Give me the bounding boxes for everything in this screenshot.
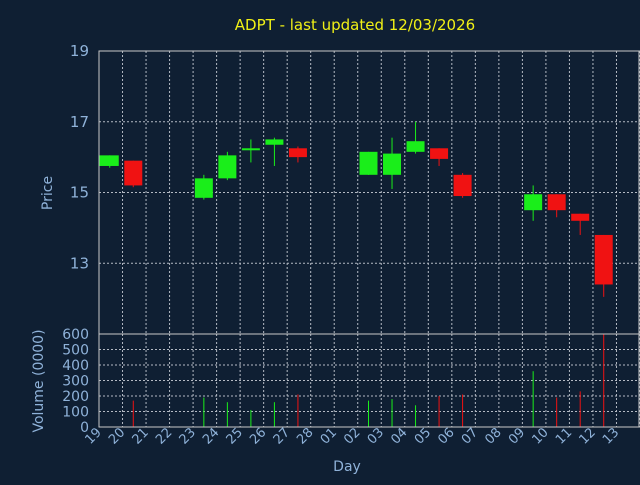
day-tick-label: 24 bbox=[200, 425, 222, 447]
day-tick-label: 09 bbox=[506, 425, 528, 447]
candle-body bbox=[594, 234, 613, 285]
volume-axis-label: Volume (0000) bbox=[31, 329, 47, 432]
volume-tick-label: 200 bbox=[62, 389, 89, 405]
candle-body bbox=[571, 213, 590, 221]
candle-body bbox=[241, 148, 260, 151]
day-tick-labels: 19 20 21 22 23 24 25 26 27 28 01 02 03 04 05 06 07 08 09 10… bbox=[83, 425, 623, 447]
day-tick-label: 23 bbox=[177, 425, 199, 447]
candle bbox=[265, 137, 284, 166]
candle bbox=[99, 155, 119, 168]
day-tick-label: 25 bbox=[224, 425, 246, 447]
candle bbox=[218, 151, 237, 181]
candle bbox=[359, 151, 378, 175]
candle bbox=[241, 139, 260, 163]
price-tick-label: 13 bbox=[70, 254, 89, 272]
day-tick-label: 28 bbox=[294, 425, 316, 447]
volume-tick-label: 300 bbox=[62, 374, 89, 390]
day-tick-label: 05 bbox=[412, 425, 434, 447]
candle bbox=[571, 213, 590, 235]
candle bbox=[524, 185, 543, 221]
price-tick-label: 15 bbox=[70, 184, 89, 202]
chart-title: ADPT - last updated 12/03/2026 bbox=[235, 16, 475, 34]
price-tick-labels: 13 15 17 19 bbox=[70, 42, 89, 272]
volume-series bbox=[132, 334, 605, 427]
day-tick-label: 08 bbox=[482, 425, 504, 447]
candle bbox=[430, 148, 449, 166]
candle-body bbox=[383, 153, 402, 175]
candlestick-series bbox=[99, 121, 613, 297]
day-axis-label: Day bbox=[333, 459, 361, 475]
day-tick-label: 26 bbox=[247, 425, 269, 447]
day-tick-label: 27 bbox=[271, 425, 293, 447]
candle-body bbox=[265, 139, 284, 145]
candle bbox=[453, 173, 472, 198]
candle bbox=[383, 137, 402, 189]
candle-body bbox=[359, 151, 378, 175]
day-tick-label: 21 bbox=[130, 425, 152, 447]
candle bbox=[594, 234, 613, 297]
candle-body bbox=[194, 178, 213, 198]
candle bbox=[124, 160, 143, 188]
price-tick-label: 19 bbox=[70, 42, 89, 60]
candle-body bbox=[99, 155, 119, 166]
volume-tick-label: 100 bbox=[62, 405, 89, 421]
volume-tick-label: 500 bbox=[62, 343, 89, 359]
plot-frames bbox=[98, 50, 640, 428]
volume-tick-label: 400 bbox=[62, 358, 89, 374]
volume-grid bbox=[99, 333, 640, 428]
candle-body bbox=[124, 160, 143, 186]
volume-tick-label: 0 bbox=[80, 420, 89, 436]
volume-tick-label: 600 bbox=[62, 327, 89, 343]
candle bbox=[288, 146, 307, 163]
candle-body bbox=[430, 148, 449, 159]
day-tick-label: 22 bbox=[153, 425, 175, 447]
day-tick-label: 06 bbox=[435, 425, 457, 447]
candle bbox=[406, 121, 425, 154]
candle-body bbox=[453, 174, 472, 197]
price-axis-label: Price bbox=[40, 176, 56, 210]
candle-body bbox=[547, 194, 566, 211]
candle bbox=[547, 194, 566, 218]
day-tick-label: 04 bbox=[388, 425, 410, 447]
day-tick-label: 10 bbox=[529, 425, 551, 447]
candle bbox=[194, 174, 213, 200]
volume-panel-frame bbox=[98, 333, 640, 428]
candle-body bbox=[524, 194, 543, 211]
day-tick-label: 02 bbox=[341, 425, 363, 447]
day-tick-label: 11 bbox=[553, 425, 575, 447]
day-tick-label: 12 bbox=[576, 425, 598, 447]
price-tick-label: 17 bbox=[70, 113, 89, 131]
day-tick-label: 03 bbox=[365, 425, 387, 447]
candle-body bbox=[406, 141, 425, 152]
day-tick-label: 13 bbox=[600, 425, 622, 447]
candle-body bbox=[218, 155, 237, 179]
day-tick-label: 07 bbox=[459, 425, 481, 447]
day-tick-label: 01 bbox=[318, 425, 340, 447]
day-tick-label: 20 bbox=[106, 425, 128, 447]
price-grid bbox=[99, 50, 640, 334]
candle-body bbox=[288, 148, 307, 158]
